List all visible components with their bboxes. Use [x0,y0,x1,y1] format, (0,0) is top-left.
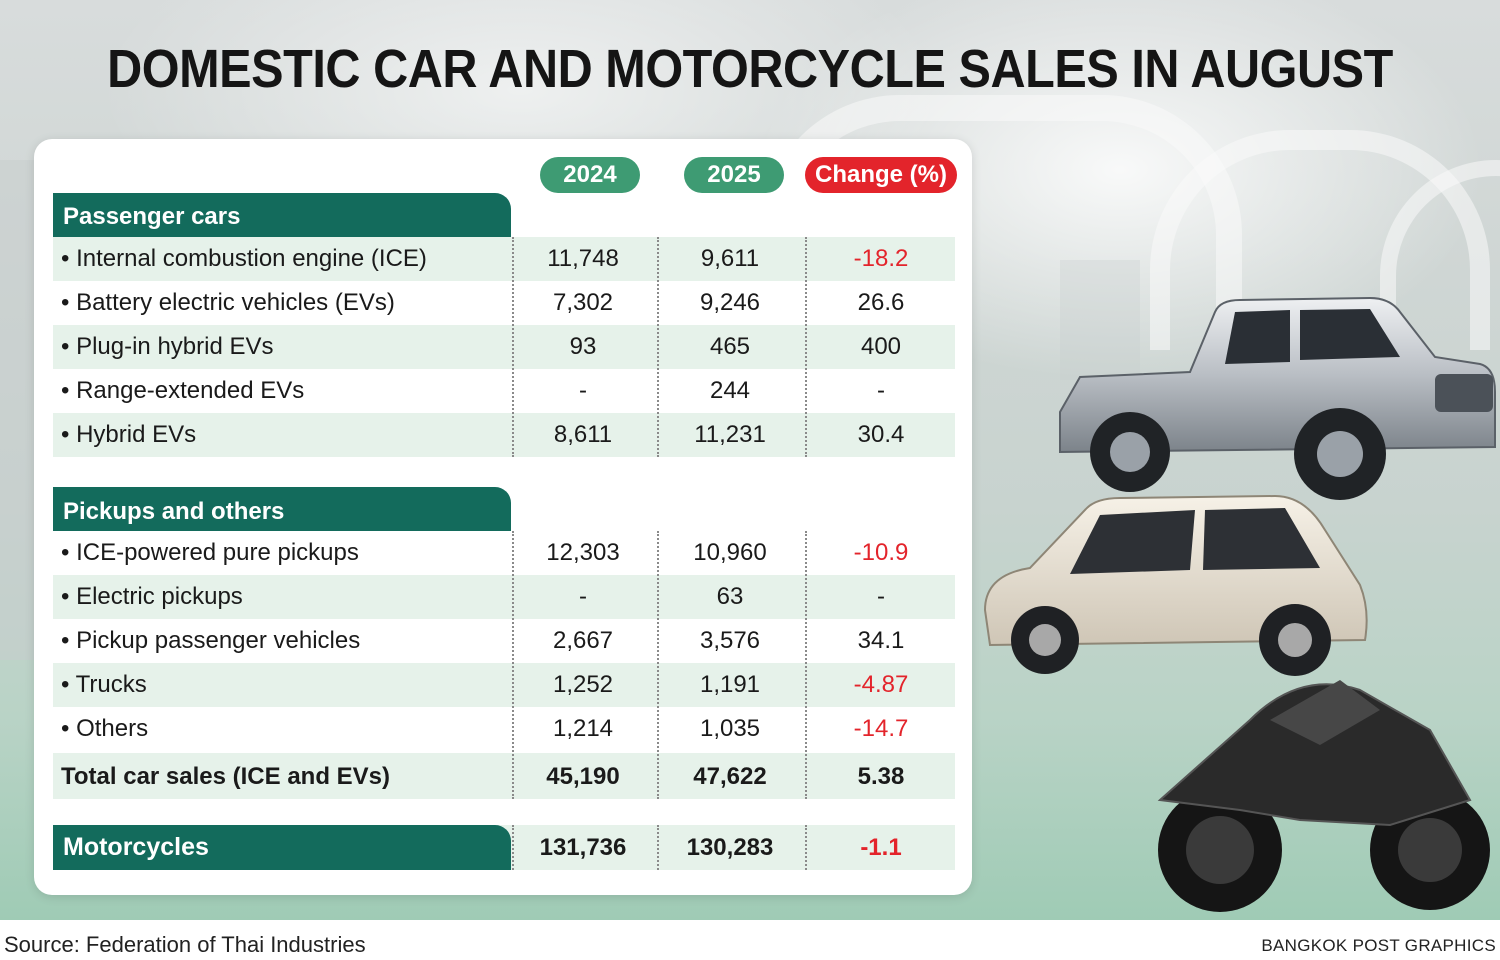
value-2024: 12,303 [546,539,620,566]
row-label: • Pickup passenger vehicles [61,627,361,654]
table-row: • Pickup passenger vehicles 2,667 3,576 … [53,619,955,663]
column-divider [512,237,514,457]
value-2025: 3,576 [699,627,761,654]
table-row: • ICE-powered pure pickups 12,303 10,960… [53,531,955,575]
value-2025: 465 [709,333,751,360]
value-2025: 244 [709,377,751,404]
value-2024: 1,214 [552,715,614,742]
value-change: 30.4 [857,421,905,448]
table-row: • Hybrid EVs 8,611 11,231 30.4 [53,413,955,457]
column-divider [805,825,807,870]
column-header-change: Change (%) [805,157,957,193]
row-label: • Hybrid EVs [61,421,197,448]
value-change: 26.6 [857,289,905,316]
value-2025: 1,035 [699,715,761,742]
row-label: • Plug-in hybrid EVs [61,333,274,360]
value-2025: 10,960 [693,539,767,566]
pickup-truck-image [1059,296,1496,500]
table-row: • Battery electric vehicles (EVs) 7,302 … [53,281,955,325]
column-divider [805,531,807,799]
column-header-2024: 2024 [540,157,640,193]
factory-pillar [0,160,34,660]
value-change: 34.1 [857,627,905,654]
value-change: 400 [860,333,902,360]
value-change: -4.87 [853,671,909,698]
motorcycles-image [1157,680,1490,912]
value-2025: 63 [716,583,744,610]
section-header-pickups: Pickups and others [53,487,511,531]
row-label: • Electric pickups [61,583,243,610]
compact-ev-car-image [983,494,1368,676]
value-2024: 2,667 [552,627,614,654]
table-row: • Range-extended EVs - 244 - [53,369,955,413]
source-note: Source: Federation of Thai Industries [4,932,366,957]
row-label: • Trucks [61,671,147,698]
row-label: • ICE-powered pure pickups [61,539,359,566]
column-header-2025: 2025 [684,157,784,193]
table-row: • Plug-in hybrid EVs 93 465 400 [53,325,955,369]
row-label: • Others [61,715,149,742]
table-row: • Others 1,214 1,035 -14.7 [53,707,955,751]
column-divider [657,531,659,799]
value-2024: - [579,377,587,404]
section-header-motorcycles: Motorcycles [53,825,511,870]
value-2024: 8,611 [553,421,613,448]
table-row: • Internal combustion engine (ICE) 11,74… [53,237,955,281]
total-label: Total car sales (ICE and EVs) [61,763,391,790]
row-label: • Battery electric vehicles (EVs) [61,289,395,316]
total-2025: 47,622 [693,763,767,790]
value-change: -14.7 [853,715,909,742]
total-change: 5.38 [857,763,905,790]
total-2024: 45,190 [546,763,620,790]
column-divider [512,825,514,870]
motorcycles-2025: 130,283 [686,834,774,861]
row-label: • Internal combustion engine (ICE) [61,245,427,272]
table-row: • Trucks 1,252 1,191 -4.87 [53,663,955,707]
value-change: - [877,377,885,404]
page-title: DOMESTIC CAR AND MOTORCYCLE SALES IN AUG… [107,39,1393,99]
value-change: -18.2 [853,245,909,272]
column-divider [512,531,514,799]
column-divider [805,237,807,457]
value-2025: 9,246 [699,289,761,316]
section-header-passenger-cars: Passenger cars [53,193,511,237]
value-change: -10.9 [853,539,909,566]
table-row: • Electric pickups - 63 - [53,575,955,619]
column-divider [657,825,659,870]
graphics-credit: BANGKOK POST GRAPHICS [1261,936,1496,955]
value-2024: - [579,583,587,610]
value-2024: 11,748 [547,245,619,272]
value-2024: 93 [569,333,597,360]
value-change: - [877,583,885,610]
value-2024: 7,302 [552,289,614,316]
value-2024: 1,252 [552,671,614,698]
row-label: • Range-extended EVs [61,377,305,404]
factory-pillar [1060,260,1140,380]
value-2025: 1,191 [699,671,761,698]
value-2025: 9,611 [700,245,760,272]
value-2025: 11,231 [694,421,766,448]
motorcycles-change: -1.1 [860,834,902,861]
total-row: Total car sales (ICE and EVs) 45,190 47,… [53,753,955,799]
column-divider [657,237,659,457]
motorcycles-2024: 131,736 [539,834,627,861]
